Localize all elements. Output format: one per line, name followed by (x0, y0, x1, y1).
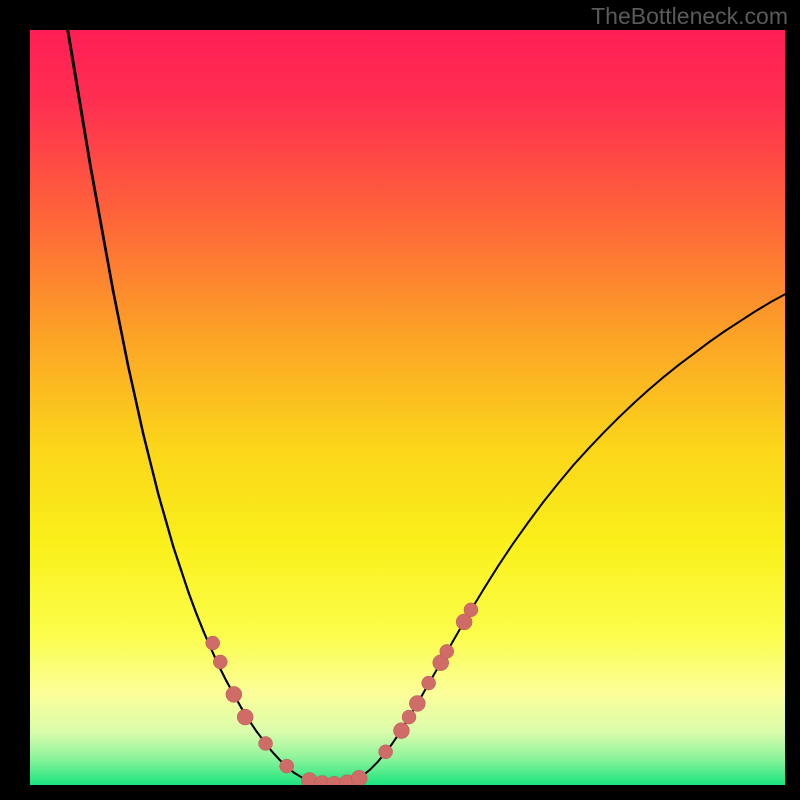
data-point (440, 644, 454, 658)
chart-svg (30, 30, 785, 785)
data-point (237, 709, 253, 725)
data-point (393, 723, 409, 739)
data-point (379, 745, 393, 759)
data-point (206, 636, 220, 650)
data-point (351, 770, 367, 785)
data-point (464, 603, 478, 617)
data-point (213, 655, 227, 669)
data-point (422, 676, 436, 690)
data-point (280, 759, 294, 773)
data-point (259, 736, 273, 750)
plot-area (30, 30, 785, 785)
data-point (402, 710, 416, 724)
watermark-text: TheBottleneck.com (591, 3, 788, 30)
data-points (206, 603, 478, 785)
data-point (409, 695, 425, 711)
data-point (226, 686, 242, 702)
